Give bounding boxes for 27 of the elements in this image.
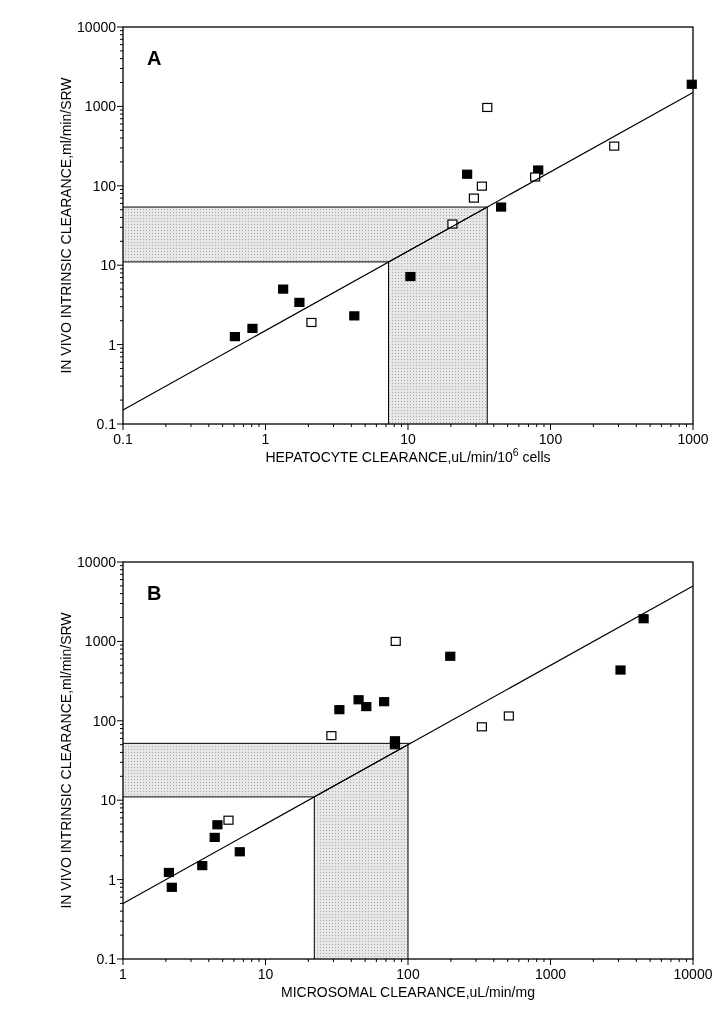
y-tick-label: 1000	[84, 98, 117, 115]
y-tick-label: 1	[108, 871, 117, 888]
y-tick-label: 100	[92, 712, 117, 729]
y-tick-label: 100	[92, 177, 117, 194]
x-tick-label: 1	[119, 966, 128, 982]
y-tick-label: 10000	[77, 19, 117, 35]
x-tick-label: 10000	[673, 966, 713, 982]
x-tick-label: 10	[257, 966, 274, 982]
x-tick-label: 10	[400, 431, 416, 447]
y-axis-title: IN VIVO INTRINSIC CLEARANCE,ml/min/SRW	[58, 76, 74, 374]
y-tick-label: 10	[100, 257, 117, 274]
y-tick-label: 1000	[84, 633, 117, 650]
y-tick-label: 1	[108, 336, 117, 353]
y-tick-label: 10000	[77, 554, 117, 570]
x-tick-label: 1000	[677, 431, 709, 447]
x-axis-title: HEPATOCYTE CLEARANCE,uL/min/10$^{6}$ cells	[265, 446, 551, 465]
x-tick-label: 100	[538, 431, 563, 447]
annotation: A	[147, 47, 162, 69]
y-tick-label: 0.1	[96, 416, 117, 432]
x-tick-label: 1000	[534, 966, 567, 982]
x-axis-title: MICROSOMAL CLEARANCE,uL/min/mg	[281, 984, 535, 1000]
y-tick-label: 0.1	[96, 951, 117, 967]
x-tick-label: 1	[261, 431, 270, 447]
y-tick-label: 10	[100, 792, 117, 809]
x-tick-label: 100	[396, 966, 420, 982]
annotation: B	[147, 582, 162, 604]
y-axis-title: IN VIVO INTRINSIC CLEARANCE,ml/min/SRW	[58, 611, 74, 909]
